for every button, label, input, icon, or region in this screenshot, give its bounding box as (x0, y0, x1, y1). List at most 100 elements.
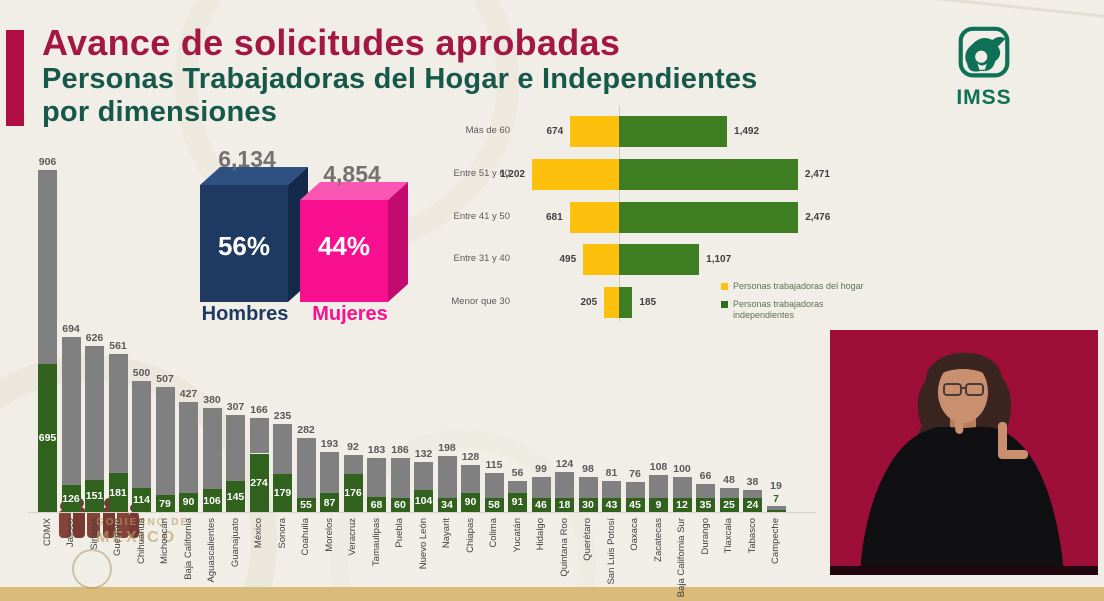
state-gray-value: 48 (723, 473, 735, 486)
state-bar-gray (743, 489, 762, 498)
state-bar-green (367, 497, 386, 512)
state-green-value: 87 (323, 496, 336, 509)
page-title: Avance de solicitudes aprobadas (42, 22, 621, 63)
state-gray-value: 100 (673, 462, 691, 475)
state-gray-value: 380 (203, 394, 221, 407)
state-green-value: 34 (441, 499, 453, 511)
imss-logo: IMSS (948, 26, 1020, 110)
state-green-value: 45 (629, 499, 641, 511)
state-gray-value: 427 (179, 387, 198, 400)
state-green-value: 695 (38, 431, 57, 444)
state-bar-gray (179, 401, 198, 493)
age-value-independientes: 1,107 (706, 254, 732, 265)
state-bar-gray (85, 346, 104, 480)
state-bar-gray (273, 423, 292, 474)
state-category-label: Querétaro (582, 518, 593, 561)
age-value-hogar: 205 (580, 297, 598, 308)
age-value-hogar: 674 (546, 126, 564, 137)
state-bar-gray (367, 458, 386, 498)
state-category-label: Baja California Sur (676, 518, 687, 598)
age-chart-legend: Personas trabajadoras del hogar Personas… (721, 281, 871, 328)
state-category-label: Colima (488, 518, 499, 548)
state-bar-green (61, 485, 81, 512)
state-bar-green (672, 498, 692, 512)
state-bar-green (649, 498, 668, 512)
age-category-label: Menor que 30 (451, 296, 510, 307)
state-green-value: 126 (62, 492, 80, 505)
state-gray-value: 124 (555, 457, 574, 470)
state-category-label: Oaxaca (629, 518, 640, 551)
state-green-value: 179 (273, 486, 292, 499)
legend-item-hogar: Personas trabajadoras del hogar (721, 281, 871, 292)
age-value-independientes: 2,471 (804, 169, 830, 180)
age-category-label: Más de 60 (465, 125, 510, 136)
state-category-label: Puebla (394, 518, 405, 548)
age-bar-independientes (619, 244, 700, 275)
state-bar-gray (390, 458, 410, 498)
age-bar-independientes (619, 159, 798, 190)
state-bar-green (108, 473, 128, 512)
state-green-value: 90 (464, 496, 477, 509)
state-gray-value: 128 (461, 451, 480, 464)
state-bar-green (484, 498, 504, 512)
state-gray-value: 694 (62, 322, 80, 335)
state-category-label: Sinaloa (88, 518, 100, 550)
state-bar-green (625, 498, 645, 512)
state-gray-value: 166 (250, 404, 268, 417)
state-bar-green (555, 498, 574, 512)
state-bar-green (296, 498, 316, 512)
state-category-label: Tabasco (746, 518, 758, 554)
hombres-total: 6,134 (218, 146, 276, 172)
state-gray-value: 626 (85, 332, 104, 345)
state-bar-gray (108, 353, 128, 474)
hombres-label: Hombres (201, 303, 289, 325)
state-category-label: Nayarit (441, 518, 452, 549)
state-bar-green (766, 510, 786, 512)
state-bar-gray (437, 455, 457, 498)
state-bar-green (132, 487, 151, 512)
state-category-label: Tamaulipas (370, 518, 382, 567)
state-gray-value: 56 (511, 466, 524, 479)
state-category-label: Chiapas (464, 518, 476, 553)
state-gray-value: 132 (414, 447, 433, 460)
state-green-value: 43 (605, 499, 618, 511)
age-value-hogar: 681 (546, 212, 563, 223)
state-category-label: Guerrero (112, 518, 123, 557)
age-bar-hogar (531, 159, 619, 190)
hombres-percent: 56% (217, 231, 271, 261)
page-subtitle-line1: Personas Trabajadoras del Hogar e Indepe… (42, 63, 758, 95)
state-bar-gray (531, 476, 551, 498)
state-green-value: 9 (655, 499, 662, 511)
state-gray-value: 307 (226, 401, 245, 414)
age-bar-independientes (619, 116, 728, 147)
state-gray-value: 98 (582, 463, 594, 476)
state-green-value: 114 (133, 493, 150, 506)
state-bar-green (531, 498, 551, 512)
state-category-label: México (253, 518, 264, 549)
age-value-independientes: 185 (639, 297, 657, 308)
state-gray-value: 19 (770, 479, 782, 492)
state-category-label: Coahuila (300, 518, 311, 556)
state-green-value: 145 (226, 490, 245, 503)
state-green-value: 24 (746, 499, 759, 511)
state-bar-green (390, 498, 410, 512)
state-bar-gray (320, 452, 339, 494)
state-bar-gray (719, 487, 739, 498)
state-green-value: 35 (699, 499, 712, 511)
hogar-swatch-icon (721, 283, 728, 290)
state-bar-gray (672, 476, 692, 498)
state-bar-gray (343, 454, 363, 475)
state-bar-gray (508, 480, 527, 493)
state-category-label: Jalisco (65, 518, 76, 548)
state-green-value: 55 (300, 499, 312, 511)
state-bar-gray (155, 386, 175, 496)
age-value-independientes: 1,492 (734, 126, 760, 137)
state-category-label: Zacatecas (652, 518, 664, 562)
watermark-text-line2: MÉXICO (96, 529, 178, 546)
state-gray-value: 66 (699, 469, 712, 482)
age-bar-independientes (619, 202, 799, 233)
gobierno-seal-watermark (72, 549, 112, 589)
state-category-label: Campeche (770, 518, 781, 564)
state-green-value: 68 (370, 498, 383, 511)
